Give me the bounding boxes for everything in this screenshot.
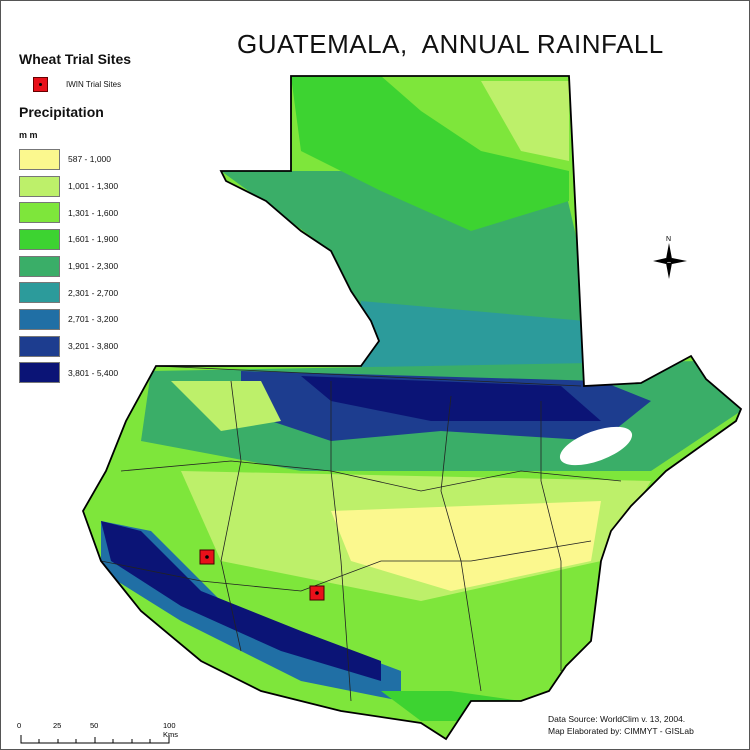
north-arrow-icon — [653, 243, 687, 279]
legend-class: 1,001 - 1,300 — [19, 173, 131, 200]
legend-class-label: 587 - 1,000 — [68, 154, 112, 165]
legend-class-label: 1,601 - 1,900 — [68, 234, 119, 245]
precip-zone — [101, 521, 381, 681]
trial-site-symbol-icon — [33, 77, 48, 92]
legend-class-label: 1,001 - 1,300 — [68, 181, 119, 192]
trial-site-marker[interactable] — [199, 549, 215, 565]
legend-swatch — [19, 202, 60, 224]
legend-swatch — [19, 335, 60, 357]
sites-heading: Wheat Trial Sites — [19, 51, 132, 67]
department-boundaries — [100, 365, 622, 702]
precip-heading: Precipitation — [19, 104, 104, 120]
scale-tick-label: 25 — [53, 721, 62, 730]
credit-line: Map Elaborated by: CIMMYT - GISLab — [548, 726, 694, 736]
lake-izabal — [559, 426, 633, 466]
site-label: IWIN Trial Sites — [66, 80, 122, 89]
legend-class-label: 2,301 - 2,700 — [68, 287, 119, 298]
legend-class: 3,801 - 5,400 — [19, 360, 131, 387]
legend-swatch — [19, 255, 60, 277]
map-title: GUATEMALA, ANNUAL RAINFALL — [237, 29, 664, 59]
legend-class: 587 - 1,000 — [19, 146, 131, 173]
legend-class: 1,301 - 1,600 — [19, 199, 131, 226]
legend-swatch — [19, 175, 60, 197]
legend-class: 3,201 - 3,800 — [19, 333, 131, 360]
legend-class: 1,901 - 2,300 — [19, 253, 131, 280]
scale-tick-label: 0 — [17, 721, 22, 730]
data-source: Data Source: WorldClim v. 13, 2004. Map … — [548, 713, 694, 737]
scale-tick-label: 100 Kms — [163, 721, 178, 739]
legend-site-item: IWIN Trial Sites — [33, 77, 131, 92]
trial-site-marker[interactable] — [309, 585, 325, 601]
precip-zone — [481, 81, 569, 161]
country-outline — [82, 75, 743, 741]
legend: Wheat Trial Sites IWIN Trial Sites Preci… — [19, 51, 131, 386]
scale-bar: 0 25 50 100 Kms — [15, 721, 185, 745]
legend-class: 2,701 - 3,200 — [19, 306, 131, 333]
legend-swatch — [19, 282, 60, 304]
source-line: Data Source: WorldClim v. 13, 2004. — [548, 714, 686, 724]
precip-zone — [171, 381, 281, 431]
scale-tick-label: 50 — [90, 721, 99, 730]
legend-class: 2,301 - 2,700 — [19, 279, 131, 306]
legend-class-label: 3,801 - 5,400 — [68, 367, 119, 378]
legend-class: 1,601 - 1,900 — [19, 226, 131, 253]
legend-swatch — [19, 362, 60, 384]
legend-swatch — [19, 148, 60, 170]
legend-class-label: 3,201 - 3,800 — [68, 341, 119, 352]
legend-class-label: 1,901 - 2,300 — [68, 261, 119, 272]
legend-swatch — [19, 228, 60, 250]
precip-zone — [331, 501, 601, 591]
legend-class-label: 2,701 - 3,200 — [68, 314, 119, 325]
legend-class-label: 1,301 - 1,600 — [68, 207, 119, 218]
units-label: m m — [19, 130, 38, 140]
legend-swatch — [19, 308, 60, 330]
north-label: N — [666, 236, 671, 243]
